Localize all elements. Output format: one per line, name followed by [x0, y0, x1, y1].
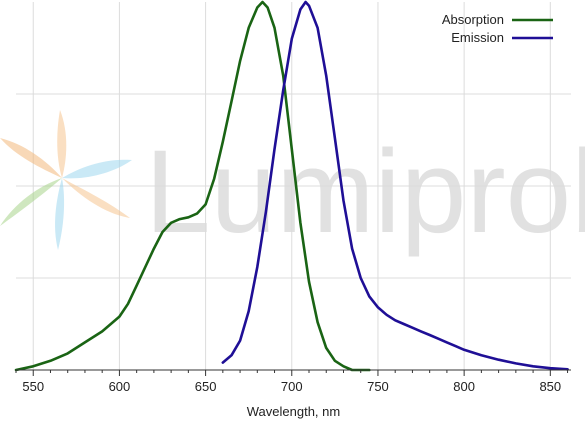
x-tick-label: 550 [22, 379, 44, 394]
x-tick-label: 600 [109, 379, 131, 394]
legend: Absorption Emission [442, 12, 553, 45]
x-tick-label: 650 [195, 379, 217, 394]
series-line-absorption [14, 0, 371, 372]
watermark-petal-icon [57, 110, 67, 178]
lumiprobe-watermark: Lumiprobe [0, 110, 585, 258]
watermark-petal-icon [62, 159, 132, 179]
series-line-emission [221, 0, 569, 371]
legend-label-emission: Emission [451, 30, 504, 45]
series-layer [14, 0, 569, 372]
x-tick-label: 750 [367, 379, 389, 394]
watermark-petal-icon [62, 178, 130, 218]
x-tick-label: 850 [539, 379, 561, 394]
watermark-logo-icon [0, 110, 132, 250]
watermark-text: Lumiprobe [145, 126, 585, 258]
watermark-petal-icon [0, 178, 62, 226]
x-tick-label: 700 [281, 379, 303, 394]
x-axis-title: Wavelength, nm [247, 404, 340, 419]
x-tick-label: 800 [453, 379, 475, 394]
x-axis: 550 600 650 700 750 800 850 [15, 369, 571, 394]
legend-label-absorption: Absorption [442, 12, 504, 27]
watermark-petal-icon [55, 178, 65, 250]
grid-layer [16, 2, 571, 370]
watermark-petal-icon [0, 138, 62, 178]
